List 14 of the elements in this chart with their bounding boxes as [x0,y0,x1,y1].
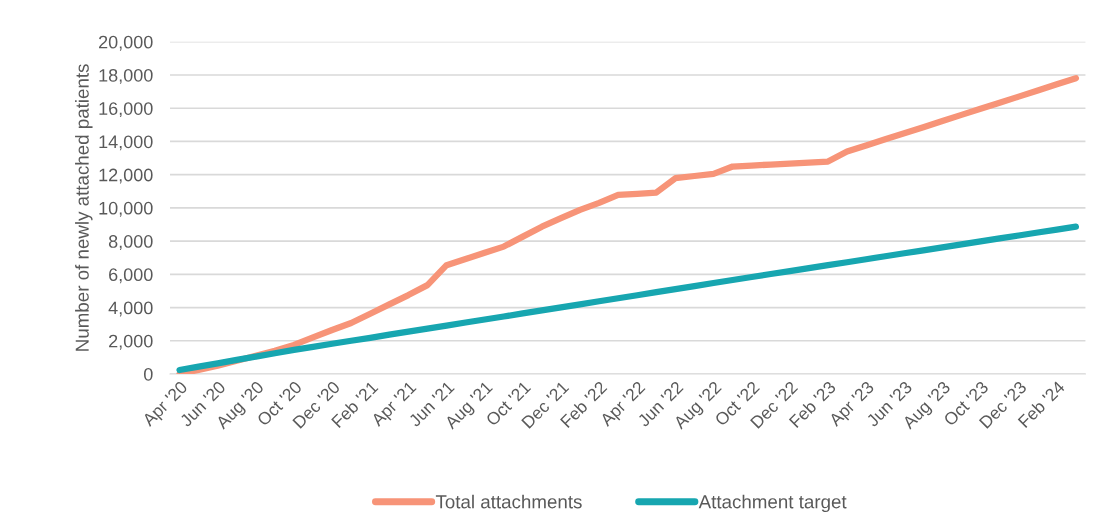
y-tick-label: 8,000 [108,235,153,250]
y-tick-label: 4,000 [108,301,153,317]
legend-label: Attachment target [698,494,847,513]
y-tick-label: 2,000 [109,334,153,350]
y-tick-label: 10,000 [99,201,153,217]
y-tick-label: 14,000 [99,135,153,151]
y-tick-label: 12,000 [99,168,153,184]
y-tick-label: 20,000 [99,35,153,51]
y-tick-label: 18,000 [99,68,153,84]
y-tick-label: 6,000 [109,268,153,284]
y-tick-label: 0 [143,367,153,381]
y-tick-label: 16,000 [99,102,153,118]
legend-label: Total attachments [435,494,582,509]
y-axis-title: Number of newly attached patients [75,64,93,351]
